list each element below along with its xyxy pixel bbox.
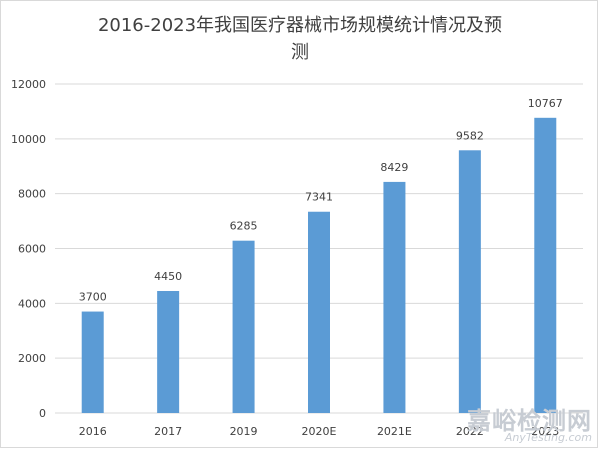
y-tick-label-2: 4000 xyxy=(18,297,46,310)
data-label-2019: 6285 xyxy=(230,220,258,233)
chart-title: 2016-2023年我国医疗器械市场规模统计情况及预 测 xyxy=(0,12,600,66)
chart-title-line-2: 测 xyxy=(291,42,309,63)
data-label-2017: 4450 xyxy=(154,270,182,283)
x-tick-label-2016: 2016 xyxy=(79,425,107,438)
x-axis-tick-labels: 2016 2017 2019 2020E 2021E 2022 2023 xyxy=(79,425,560,438)
x-tick-label-2017: 2017 xyxy=(154,425,182,438)
bar-2020E xyxy=(308,211,330,413)
data-labels: 3700 4450 6285 7341 8429 9582 10767 xyxy=(79,97,563,304)
y-tick-label-4: 8000 xyxy=(18,188,46,201)
y-axis-tick-labels: 0 2000 4000 6000 8000 10000 12000 xyxy=(11,78,46,420)
x-tick-label-2022: 2022 xyxy=(456,425,484,438)
y-tick-label-3: 6000 xyxy=(18,243,46,256)
y-tick-label-5: 10000 xyxy=(11,133,46,146)
data-label-2022: 9582 xyxy=(456,129,484,142)
y-tick-label-0: 0 xyxy=(39,407,46,420)
bar-2021E xyxy=(383,181,406,413)
x-tick-label-2020E: 2020E xyxy=(302,425,337,438)
data-label-2016: 3700 xyxy=(79,291,107,304)
bar-2017 xyxy=(157,290,180,413)
bar-2023 xyxy=(534,117,557,413)
x-tick-label-2023: 2023 xyxy=(531,425,559,438)
y-tick-label-1: 2000 xyxy=(18,352,46,365)
x-tick-label-2021E: 2021E xyxy=(377,425,412,438)
bar-2016 xyxy=(81,311,104,413)
data-label-2023: 10767 xyxy=(528,97,563,110)
x-tick-label-2019: 2019 xyxy=(230,425,258,438)
data-label-2020E: 7341 xyxy=(305,191,333,204)
bar-2022 xyxy=(458,150,481,413)
y-tick-label-6: 12000 xyxy=(11,78,46,91)
bars xyxy=(81,117,557,413)
data-label-2021E: 8429 xyxy=(380,161,408,174)
bar-2019 xyxy=(232,240,255,413)
chart-title-line-1: 2016-2023年我国医疗器械市场规模统计情况及预 xyxy=(97,15,503,36)
